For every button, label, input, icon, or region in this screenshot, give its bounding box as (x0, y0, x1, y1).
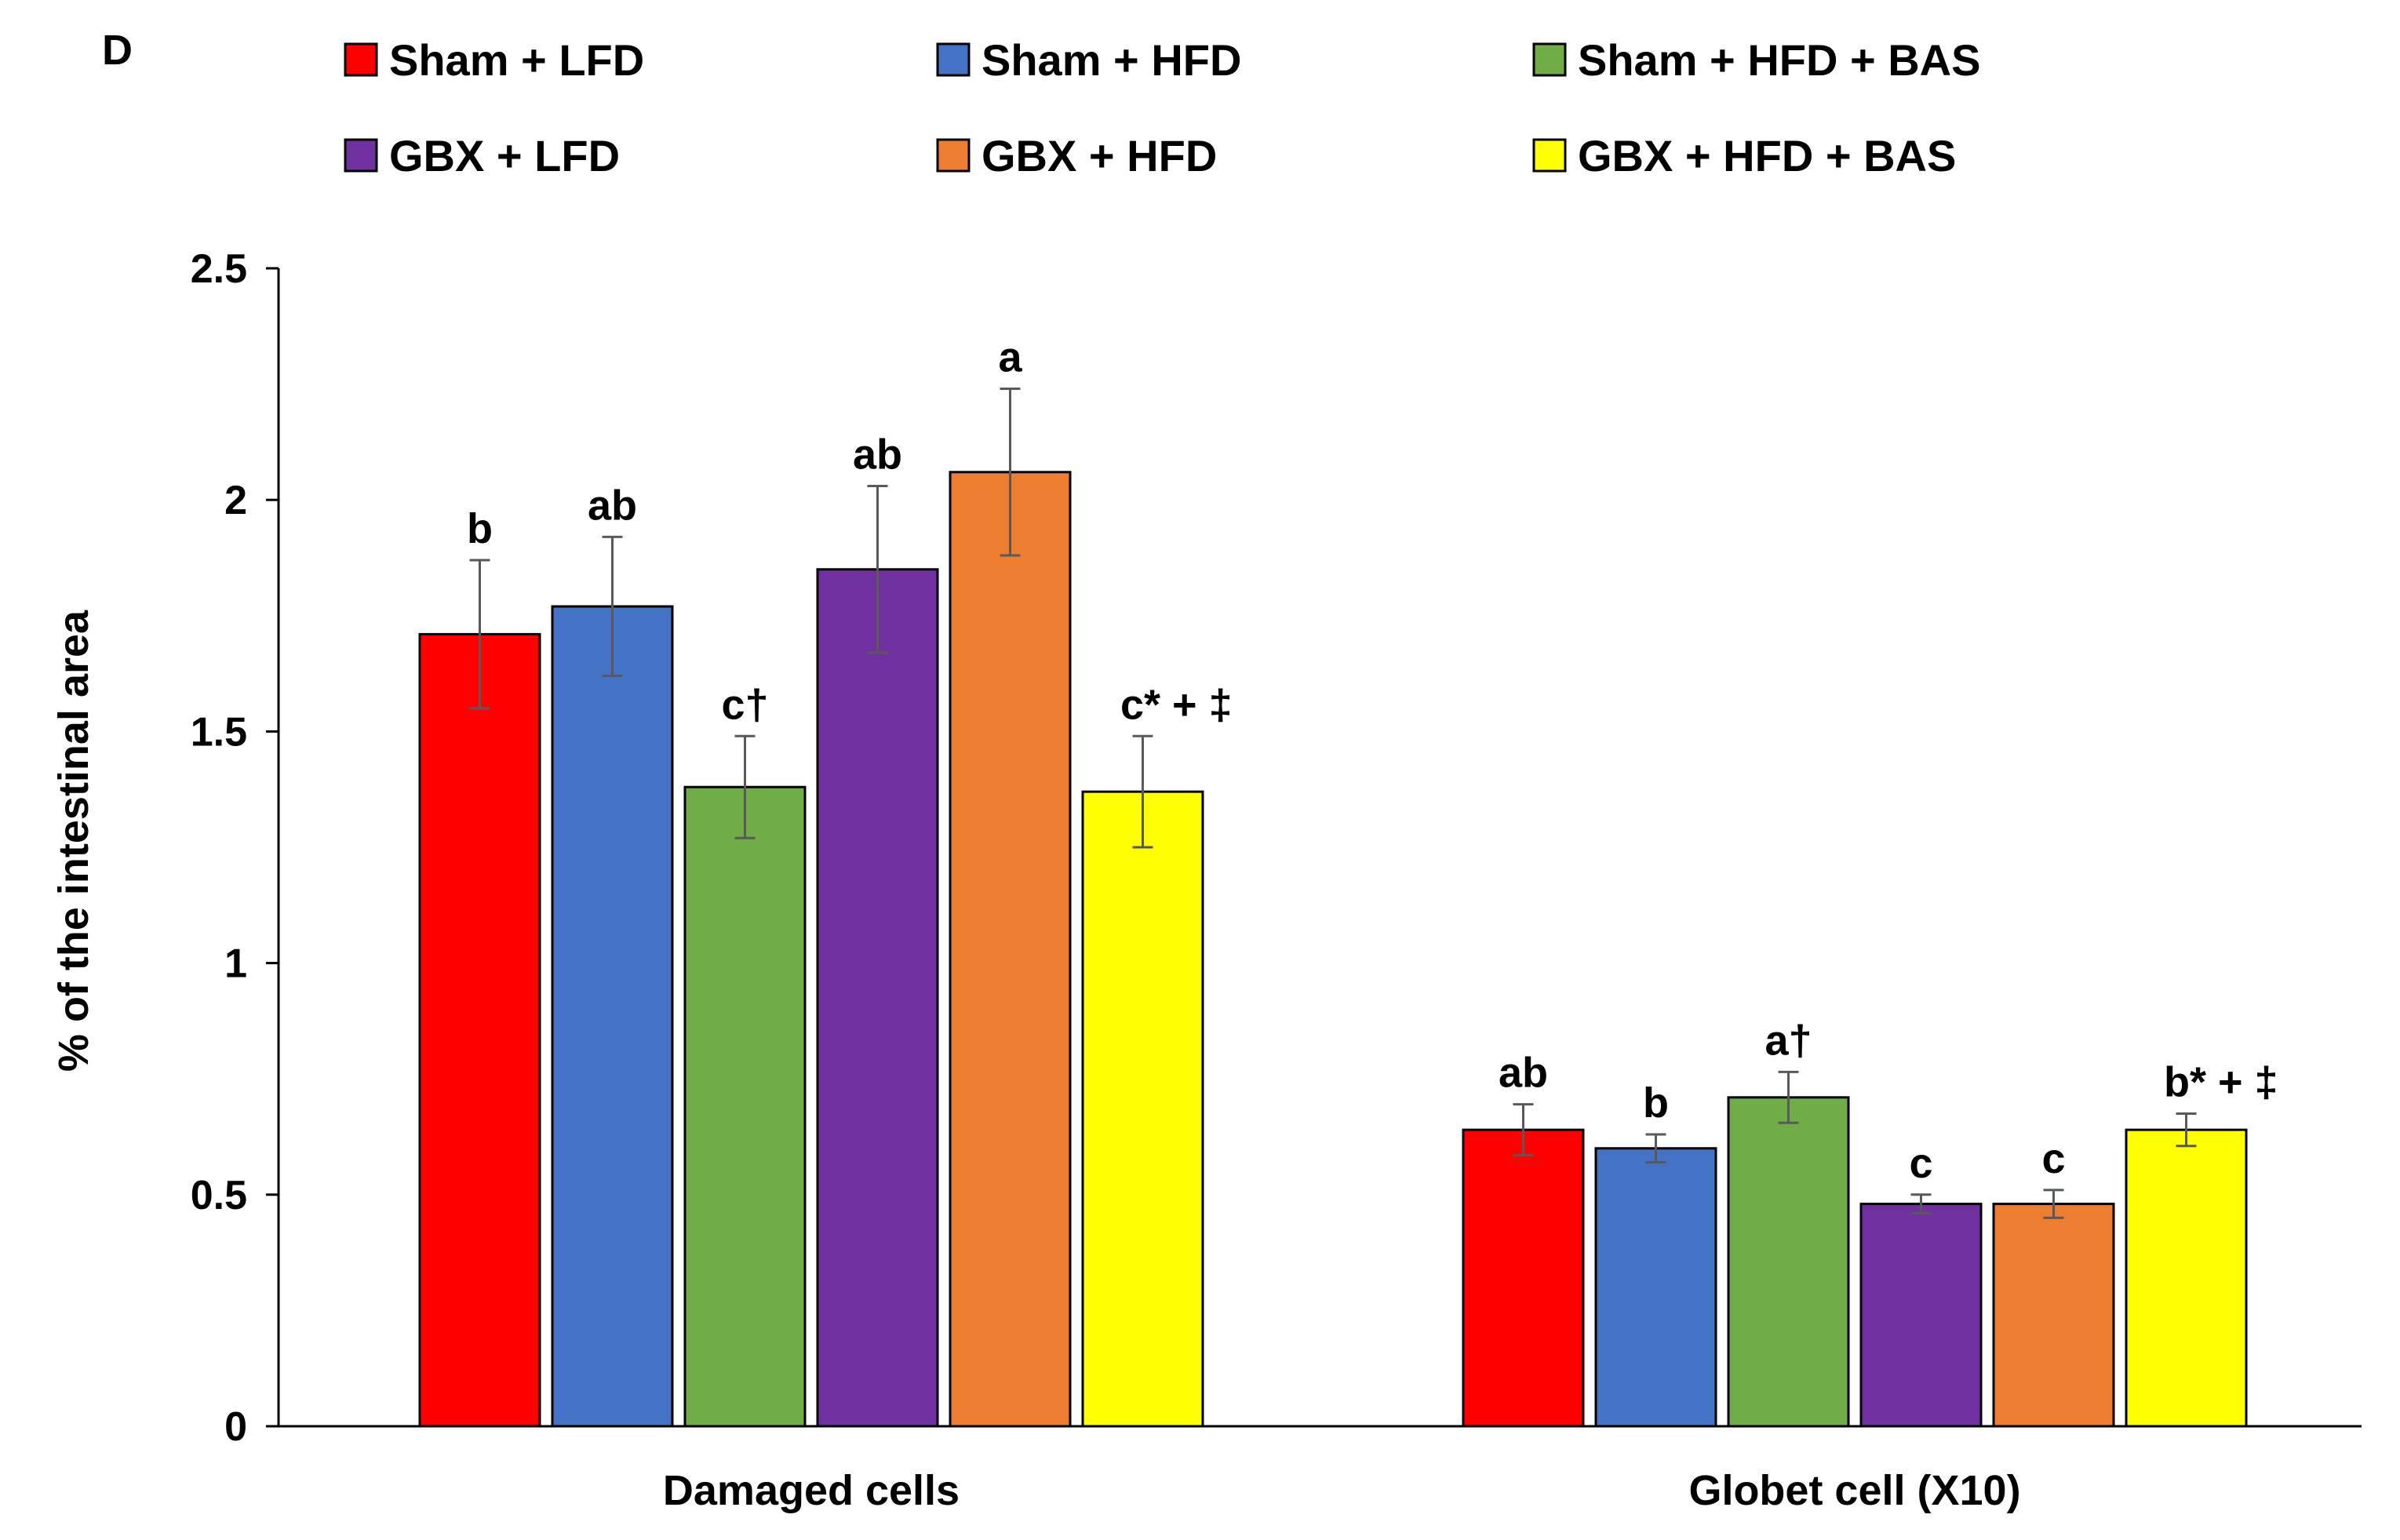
data-label: b (1643, 1079, 1669, 1127)
y-tick-label: 0 (224, 1404, 247, 1450)
y-axis: 0 0.5 1 1.5 2 2.5 (191, 246, 280, 1450)
bar (1594, 1147, 1717, 1428)
x-axis: Damaged cells Globet cell (X10) (279, 1425, 2362, 1514)
legend-swatch (1532, 138, 1567, 173)
plot-area: b ab c† ab a c* + ‡ ab b a† c c b* + ‡ (418, 334, 2278, 1428)
y-tick-label: 1.5 (191, 709, 247, 755)
y-axis-title: % of the intestinal area (50, 610, 97, 1072)
bar (816, 568, 939, 1428)
bar (949, 471, 1072, 1428)
legend: Sham + LFD Sham + HFD Sham + HFD + BAS GBX … (344, 35, 1980, 180)
bar-group: ab b a† c c b* + ‡ (1462, 1017, 2278, 1428)
bar (418, 632, 541, 1428)
data-label: b* + ‡ (2164, 1058, 2278, 1105)
bar (1859, 1203, 1983, 1428)
data-label: c† (721, 681, 768, 728)
data-label: ab (853, 431, 902, 478)
bar (551, 605, 674, 1428)
bar (1992, 1203, 2115, 1428)
legend-item: Sham + HFD (936, 35, 1241, 85)
bar (1081, 790, 1204, 1428)
legend-label: Sham + HFD (981, 35, 1241, 85)
bar (683, 785, 807, 1428)
legend-label: GBX + LFD (389, 131, 620, 180)
y-tick-label: 0.5 (191, 1173, 247, 1218)
data-label: c (2041, 1135, 2065, 1182)
bar (1727, 1096, 1850, 1428)
legend-label: GBX + HFD (981, 131, 1217, 180)
bar (1462, 1128, 1585, 1428)
data-label: b (467, 505, 493, 552)
x-category-label: Damaged cells (663, 1467, 960, 1514)
legend-swatch (1532, 42, 1567, 77)
legend-label: Sham + HFD + BAS (1578, 35, 1980, 85)
legend-label: GBX + HFD + BAS (1578, 131, 1956, 180)
data-label: a† (1764, 1017, 1812, 1064)
x-category-label: Globet cell (X10) (1688, 1467, 2020, 1514)
data-label: c (1909, 1140, 1932, 1187)
legend-swatch (936, 42, 971, 77)
data-label: ab (1499, 1050, 1548, 1097)
data-label: ab (588, 482, 637, 529)
y-tick-label: 2.5 (191, 246, 247, 292)
bar (2125, 1128, 2248, 1428)
legend-item: GBX + LFD (344, 131, 620, 180)
legend-item: Sham + LFD (344, 35, 644, 85)
legend-item: GBX + HFD + BAS (1532, 131, 1956, 180)
legend-item: GBX + HFD (936, 131, 1217, 180)
panel-label: D (102, 27, 133, 74)
y-tick-label: 1 (224, 941, 247, 987)
legend-swatch (344, 138, 378, 173)
legend-item: Sham + HFD + BAS (1532, 35, 1980, 85)
y-tick-label: 2 (224, 478, 247, 523)
legend-swatch (936, 138, 971, 173)
legend-label: Sham + LFD (389, 35, 644, 85)
data-label: a (998, 334, 1022, 381)
legend-swatch (344, 42, 378, 77)
bar-group: b ab c† ab a c* + ‡ (418, 334, 1233, 1428)
data-label: c* + ‡ (1120, 681, 1233, 728)
